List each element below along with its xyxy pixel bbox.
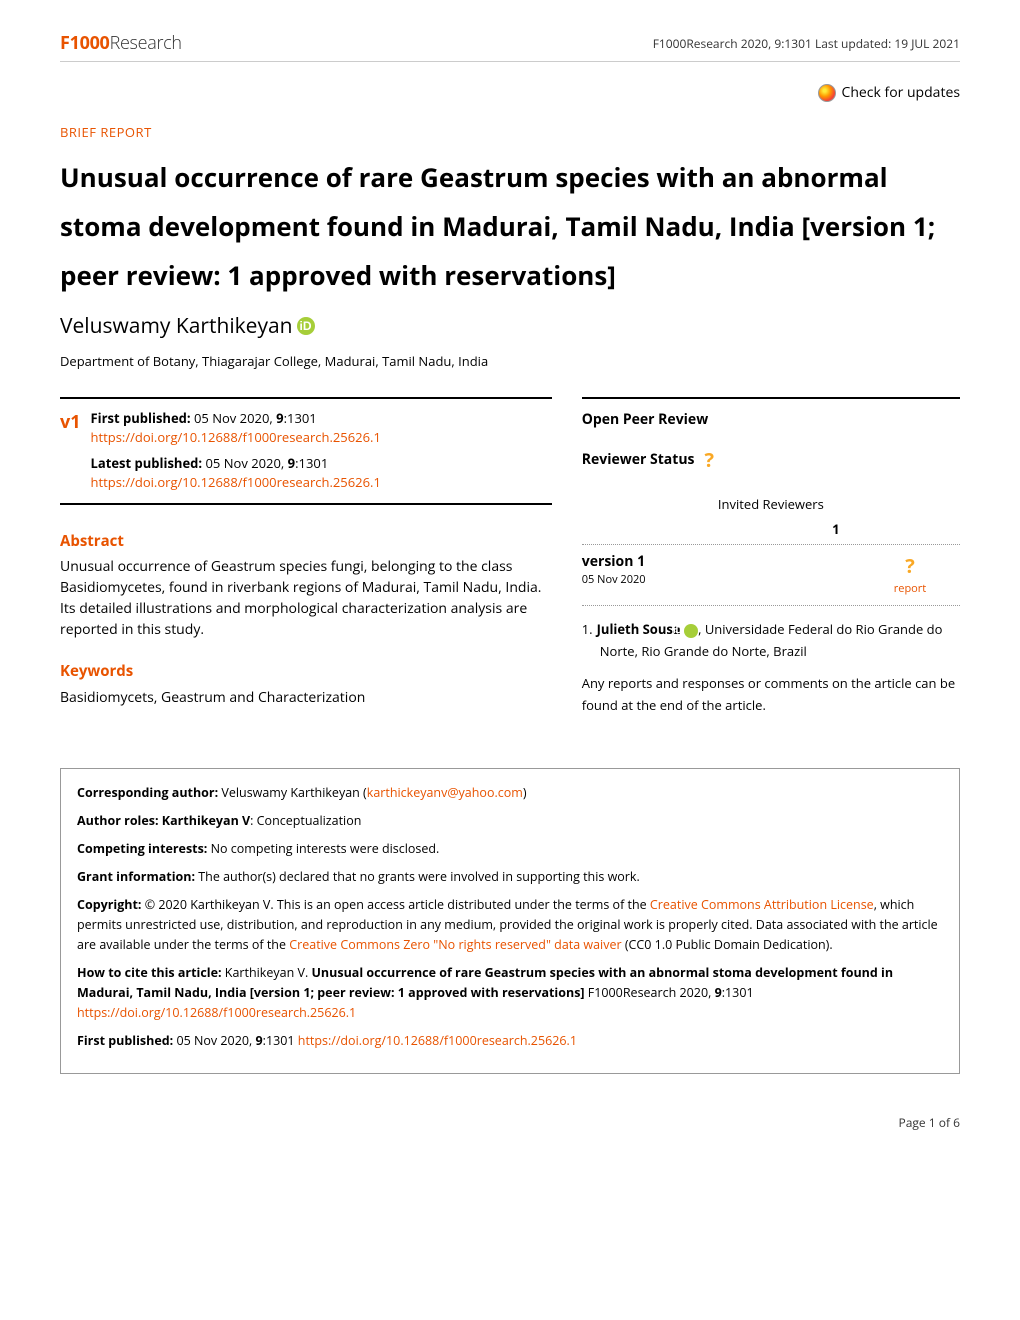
abstract-text: Unusual occurrence of Geastrum species f… (60, 556, 552, 640)
copyright: Copyright: © 2020 Karthikeyan V. This is… (77, 895, 943, 955)
corresponding-email[interactable]: karthickeyanv@yahoo.com (367, 784, 523, 801)
logo-rest: Research (110, 31, 182, 55)
first-published-line: First published: 05 Nov 2020, 9:1301 (91, 409, 381, 429)
first-published-vol: 9 (276, 409, 283, 427)
version-cell: version 1 05 Nov 2020 (582, 551, 646, 589)
grant-text: The author(s) declared that no grants we… (195, 868, 640, 885)
cc-by-link[interactable]: Creative Commons Attribution License (650, 896, 874, 913)
check-updates-label: Check for updates (842, 82, 960, 103)
corresponding-name: Veluswamy Karthikeyan ( (218, 784, 367, 801)
cite-doi[interactable]: https://doi.org/10.12688/f1000research.2… (77, 1004, 356, 1021)
right-column: Open Peer Review Reviewer Status ? Invit… (582, 397, 960, 728)
reviewer-item: 1.Julieth Sousa iD, Universidade Federal… (582, 618, 960, 662)
title-main: Unusual occurrence of rare Geastrum spec… (60, 159, 888, 244)
publication-lines: First published: 05 Nov 2020, 9:1301 htt… (91, 409, 381, 493)
copyright-text-1: © 2020 Karthikeyan V. This is an open ac… (141, 896, 649, 913)
copyright-text-3: (CC0 1.0 Public Domain Dedication). (622, 936, 833, 953)
content-columns: v1 First published: 05 Nov 2020, 9:1301 … (60, 397, 960, 728)
logo-brand: F1000 (60, 31, 110, 55)
competing-interests: Competing interests: No competing intere… (77, 839, 943, 859)
first-pub-issue: :1301 (263, 1032, 298, 1049)
article-type: BRIEF REPORT (60, 123, 960, 143)
latest-published-doi[interactable]: https://doi.org/10.12688/f1000research.2… (91, 473, 381, 491)
version-date: 05 Nov 2020 (582, 572, 646, 589)
latest-published-issue: :1301 (295, 454, 328, 472)
reviewer-name: Julieth Sousa (597, 620, 681, 638)
header-bar: F1000Research F1000Research 2020, 9:1301… (60, 30, 960, 62)
reviewer-status-row: Reviewer Status ? (582, 445, 960, 475)
peer-review-box: Open Peer Review Reviewer Status ? Invit… (582, 397, 960, 717)
reviewer-grid: Invited Reviewers 1 version 1 05 Nov 202… (582, 495, 960, 717)
corresponding-label: Corresponding author: (77, 784, 218, 801)
first-published-label: First published: (91, 409, 191, 427)
peer-review-footer: Any reports and responses or comments on… (582, 672, 960, 716)
check-updates[interactable]: Check for updates (60, 82, 960, 103)
latest-published-vol: 9 (288, 454, 295, 472)
keywords-text: Basidiomycets, Geastrum and Characteriza… (60, 687, 552, 708)
page-number: Page 1 of 6 (60, 1114, 960, 1132)
corresponding-close: ) (523, 784, 527, 801)
metadata-box: Corresponding author: Veluswamy Karthike… (60, 768, 960, 1074)
first-pub-label: First published: (77, 1032, 173, 1049)
cite-label: How to cite this article: (77, 964, 222, 981)
first-published-date: 05 Nov 2020, (191, 409, 277, 427)
first-pub-doi[interactable]: https://doi.org/10.12688/f1000research.2… (298, 1032, 577, 1049)
first-published-issue: :1301 (284, 409, 317, 427)
latest-published-label: Latest published: (91, 454, 203, 472)
cite-vol: 9 (715, 984, 722, 1001)
competing-text: No competing interests were disclosed. (207, 840, 439, 857)
keywords-heading: Keywords (60, 660, 552, 683)
question-icon: ? (905, 552, 915, 579)
orcid-icon[interactable]: iD (297, 317, 315, 335)
report-link[interactable]: report (860, 581, 960, 598)
version-tag: v1 (60, 409, 81, 493)
invited-reviewers-label: Invited Reviewers (582, 495, 960, 515)
grant-info: Grant information: The author(s) declare… (77, 867, 943, 887)
reviewer-column-number: 1 (582, 520, 960, 545)
competing-label: Competing interests: (77, 840, 207, 857)
article-title: Unusual occurrence of rare Geastrum spec… (60, 153, 960, 301)
reviewer-status-label: Reviewer Status (582, 449, 695, 470)
header-meta: F1000Research 2020, 9:1301 Last updated:… (653, 35, 960, 53)
first-published-info: First published: 05 Nov 2020, 9:1301 htt… (77, 1031, 943, 1051)
status-cell: ? report (860, 551, 960, 598)
first-published-doi[interactable]: https://doi.org/10.12688/f1000research.2… (91, 428, 381, 446)
version-row: version 1 05 Nov 2020 ? report (582, 551, 960, 607)
latest-published-date: 05 Nov 2020, (202, 454, 288, 472)
orcid-icon[interactable]: iD (684, 624, 698, 638)
reviewer-num: 1 (582, 520, 960, 540)
version-label: version 1 (582, 551, 646, 572)
author-roles: Author roles: Karthikeyan V: Conceptuali… (77, 811, 943, 831)
left-column: v1 First published: 05 Nov 2020, 9:1301 … (60, 397, 552, 728)
abstract-heading: Abstract (60, 530, 552, 553)
grant-label: Grant information: (77, 868, 195, 885)
first-pub-vol: 9 (256, 1032, 263, 1049)
cite-text-1: Karthikeyan V. (222, 964, 312, 981)
copyright-label: Copyright: (77, 896, 141, 913)
crossmark-icon (818, 84, 836, 102)
author-line: Veluswamy Karthikeyan iD (60, 311, 960, 343)
author-roles-text: : Conceptualization (250, 812, 361, 829)
affiliation: Department of Botany, Thiagarajar Colleg… (60, 352, 960, 372)
corresponding-author: Corresponding author: Veluswamy Karthike… (77, 783, 943, 803)
latest-published-line: Latest published: 05 Nov 2020, 9:1301 (91, 454, 381, 474)
publication-block: v1 First published: 05 Nov 2020, 9:1301 … (60, 397, 552, 505)
cite-issue: :1301 (722, 984, 754, 1001)
logo: F1000Research (60, 30, 182, 57)
cite-article: How to cite this article: Karthikeyan V.… (77, 963, 943, 1023)
first-pub-text: 05 Nov 2020, (173, 1032, 255, 1049)
question-icon: ? (705, 445, 715, 475)
reviewer-item-num: 1. (582, 620, 593, 638)
author-name: Veluswamy Karthikeyan (60, 311, 293, 343)
cc0-link[interactable]: Creative Commons Zero "No rights reserve… (289, 936, 621, 953)
peer-review-title: Open Peer Review (582, 409, 960, 430)
author-roles-label: Author roles: Karthikeyan V (77, 812, 250, 829)
cite-text-2: F1000Research 2020, (585, 984, 715, 1001)
